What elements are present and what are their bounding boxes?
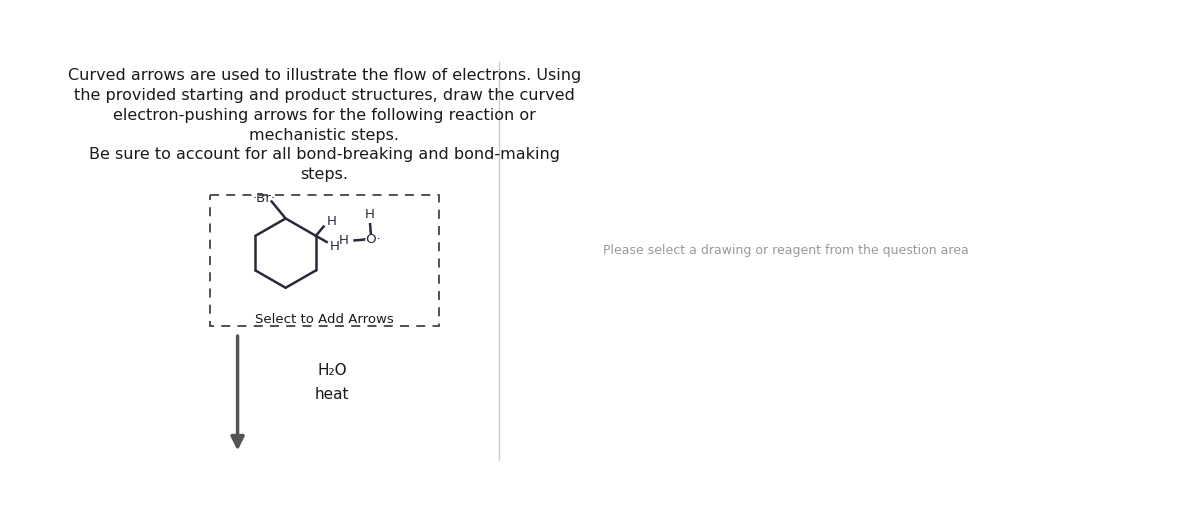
- Text: Select to Add Arrows: Select to Add Arrows: [256, 313, 394, 326]
- Text: ·Br·: ·Br·: [252, 192, 275, 205]
- Text: H: H: [326, 215, 336, 228]
- Text: H: H: [338, 234, 348, 247]
- Bar: [210, 195, 439, 325]
- Text: Curved arrows are used to illustrate the flow of electrons. Using
the provided s: Curved arrows are used to illustrate the…: [67, 68, 581, 143]
- Text: Be sure to account for all bond-breaking and bond-making
steps.: Be sure to account for all bond-breaking…: [89, 147, 560, 182]
- Text: ·O·: ·O·: [362, 233, 382, 246]
- Text: H₂O: H₂O: [317, 363, 347, 378]
- Text: H: H: [365, 208, 376, 221]
- Text: Please select a drawing or reagent from the question area: Please select a drawing or reagent from …: [602, 244, 968, 257]
- Text: H: H: [330, 240, 340, 253]
- Text: heat: heat: [314, 387, 349, 402]
